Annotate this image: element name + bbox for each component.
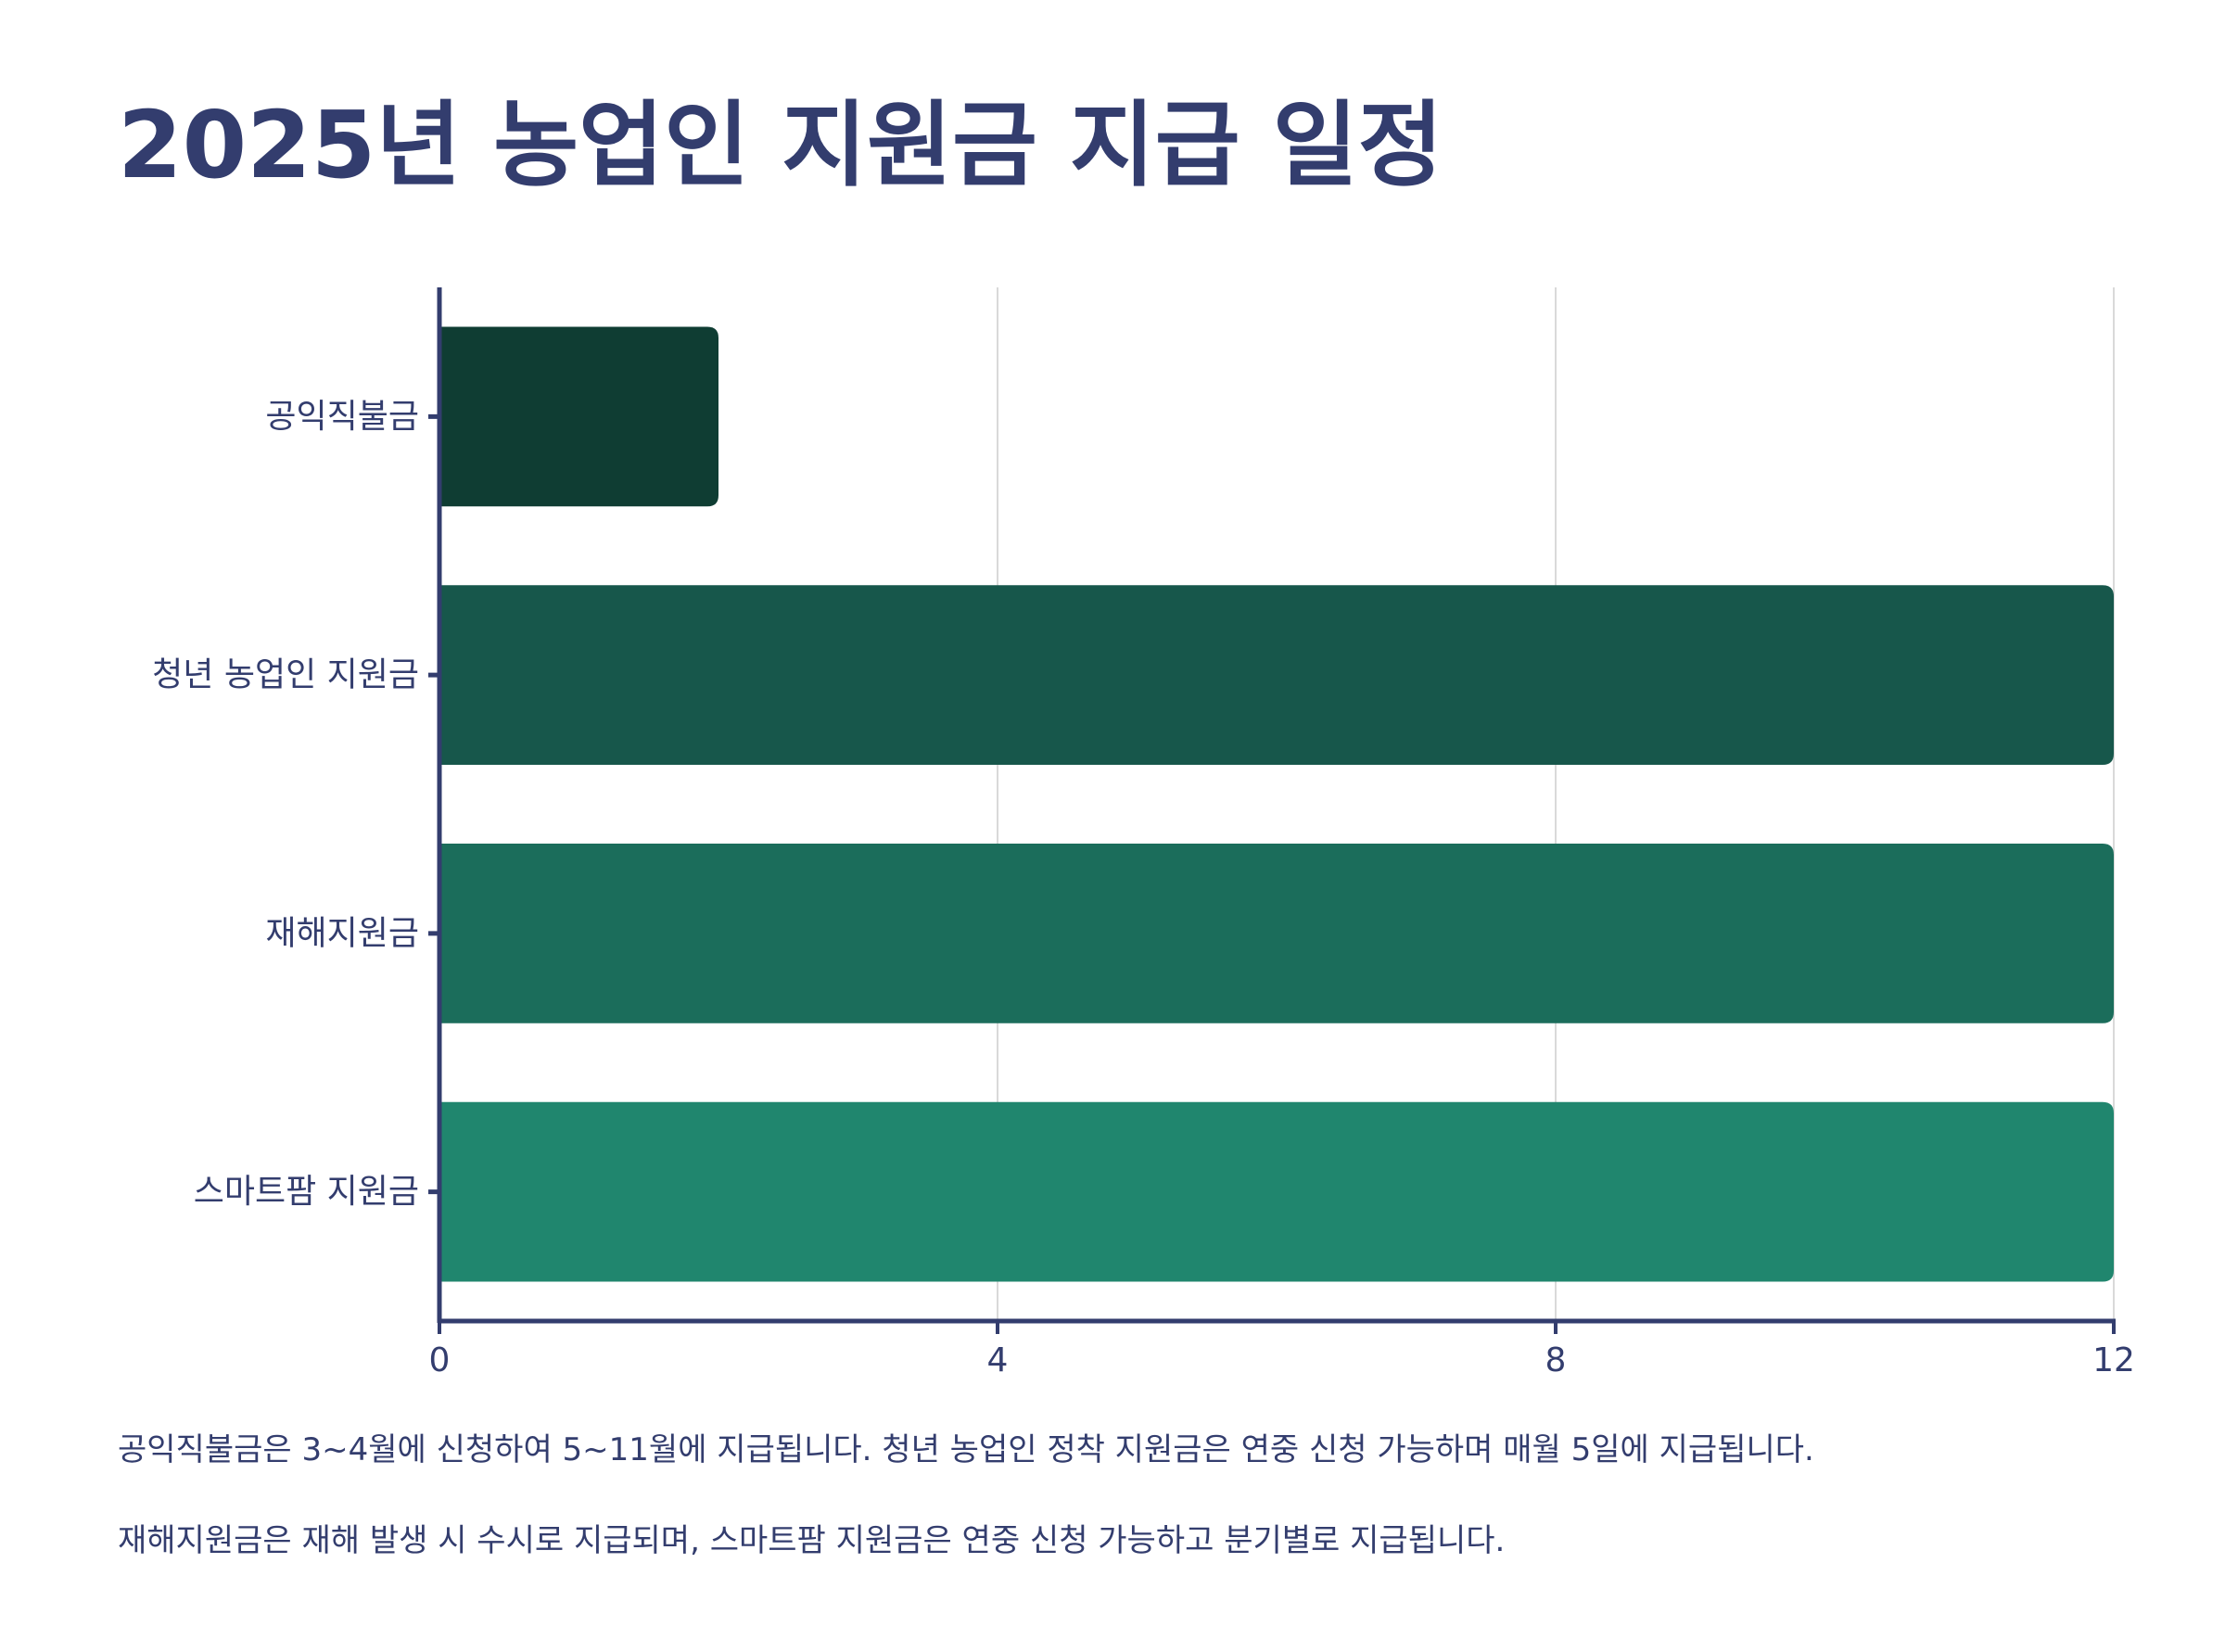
axes [428,287,2116,1334]
x-tick-label-2: 8 [1545,1341,1567,1379]
bar-4 [439,1101,2114,1282]
footnote-1: 공익직불금은 3~4월에 신청하여 5~11월에 지급됩니다. 청년 농업인 정… [118,1431,1814,1468]
x-tick-label-1: 4 [987,1341,1009,1379]
bar-1 [439,326,718,507]
chart-title: 2025년 농업인 지원금 지급 일정 [118,91,1443,199]
category-label-1: 공익직불금 [265,398,419,436]
category-label-3: 재해지원금 [265,914,419,952]
category-label-2: 청년 농업인 지원금 [152,656,419,694]
bars [439,326,2114,1282]
bar-3 [439,844,2114,1023]
bar-2 [439,585,2114,765]
category-label-4: 스마트팜 지원금 [194,1173,419,1211]
x-tick-label-3: 12 [2092,1341,2135,1379]
footnote-2: 재해지원금은 재해 발생 시 수시로 지급되며, 스마트팜 지원금은 연중 신청… [118,1522,1506,1559]
x-tick-label-0: 0 [429,1341,451,1379]
